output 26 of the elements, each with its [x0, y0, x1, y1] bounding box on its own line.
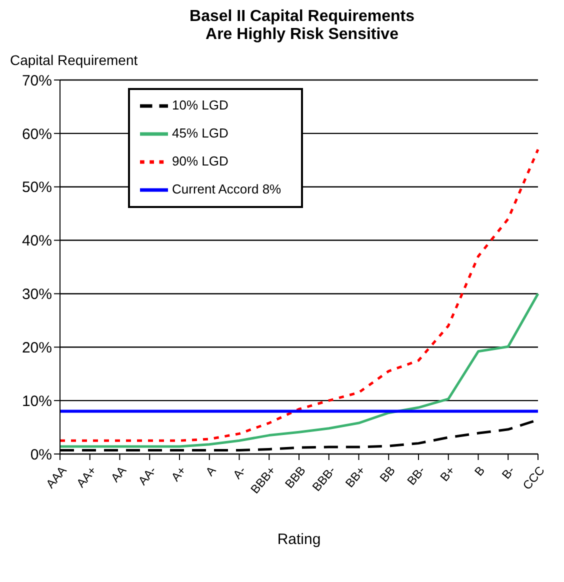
x-tick-label: B+ [437, 464, 458, 484]
y-tick-label: 20% [22, 339, 52, 356]
y-tick-label: 0% [30, 446, 52, 464]
y-tick-label: 60% [22, 126, 52, 143]
x-tick-label: BB+ [342, 464, 368, 490]
y-tick-label: 70% [22, 72, 52, 90]
y-tick-label: 40% [22, 232, 52, 250]
x-tick-label: BB- [404, 464, 428, 488]
chart-title: Basel II Capital Requirements Are Highly Risk Sensitive [188, 8, 416, 44]
y-tick-label: 30% [22, 286, 52, 304]
y-axis-title: Capital Requirement [10, 52, 139, 68]
legend-label: 90% LGD [172, 153, 228, 168]
legend-label: 10% LGD [172, 97, 228, 112]
y-tick-label: 50% [22, 179, 52, 196]
x-tick-label: A+ [168, 464, 189, 484]
x-tick-label: AA- [135, 464, 159, 488]
x-tick-label: A [202, 464, 219, 479]
x-tick-label: B [472, 464, 488, 479]
legend-label: 45% LGD [172, 125, 228, 140]
legend-label: Current Accord 8% [172, 181, 282, 196]
x-axis-title: Rating [277, 531, 321, 548]
x-tick-label: A- [230, 463, 249, 482]
x-tick-label: BB [376, 464, 398, 485]
x-tick-label: B- [499, 463, 518, 482]
y-tick-label: 10% [22, 392, 52, 410]
x-tick-label: AA [108, 464, 130, 485]
